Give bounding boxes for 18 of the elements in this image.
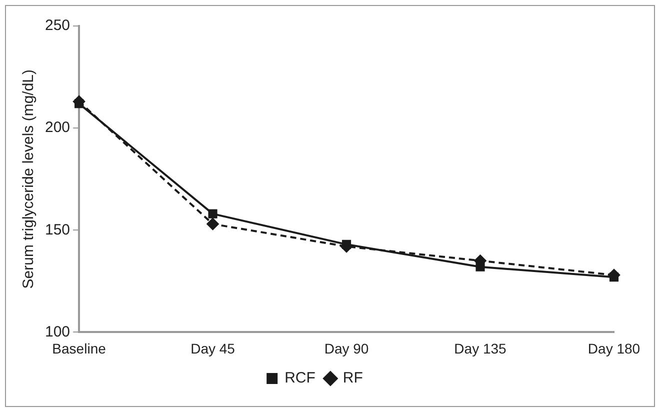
x-tick-label: Day 135 <box>454 340 507 356</box>
point <box>342 240 352 249</box>
point <box>74 99 84 108</box>
point <box>476 262 485 272</box>
legend-label: RCF <box>284 370 316 387</box>
point <box>206 218 219 230</box>
point <box>609 272 619 282</box>
legend-label: RF <box>342 370 363 387</box>
y-tick-label: 250 <box>44 17 70 34</box>
y-tick-label: 200 <box>44 119 70 136</box>
y-tick-label: 150 <box>44 221 70 238</box>
y-tick-label: 100 <box>44 323 70 340</box>
x-tick-label: Baseline <box>52 340 106 356</box>
x-tick-label: Day 180 <box>588 340 640 356</box>
y-axis-title: Serum triglyceride levels (mg/dL) <box>20 69 38 289</box>
x-tick-label: Day 90 <box>324 340 369 356</box>
point <box>208 209 218 218</box>
x-tick-label: Day 45 <box>190 340 236 356</box>
